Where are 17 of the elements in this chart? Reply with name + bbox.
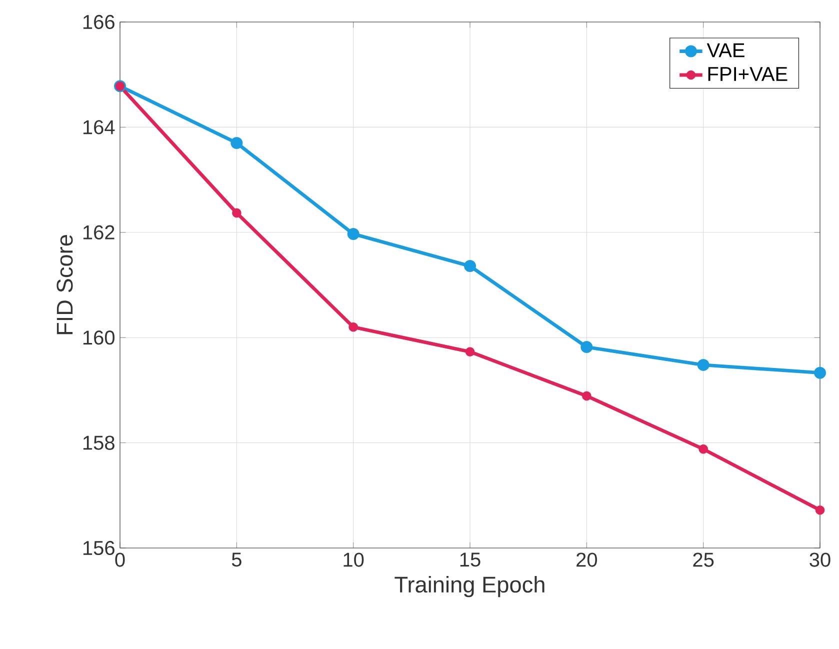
y-tick-label: 162 bbox=[83, 225, 114, 240]
x-tick-label: 25 bbox=[693, 552, 714, 567]
x-tick-label: 20 bbox=[576, 552, 597, 567]
x-axis-title: Training Epoch bbox=[394, 576, 544, 598]
y-tick-label: 160 bbox=[83, 330, 114, 345]
y-tick-label: 166 bbox=[83, 14, 114, 30]
x-tick-label: 30 bbox=[810, 552, 830, 567]
x-tick-label: 5 bbox=[232, 552, 242, 567]
x-tick-label: 15 bbox=[460, 552, 480, 567]
y-tick-label: 158 bbox=[83, 436, 114, 450]
x-tick-label: 0 bbox=[115, 552, 125, 567]
y-tick-label: 156 bbox=[83, 540, 114, 556]
y-tick-label: 164 bbox=[83, 120, 115, 134]
legend-label: VAE bbox=[706, 43, 744, 58]
x-tick-label: 10 bbox=[344, 552, 364, 567]
y-axis-title: FID Score bbox=[56, 235, 73, 334]
legend-label: FPI+VAE bbox=[708, 67, 788, 81]
